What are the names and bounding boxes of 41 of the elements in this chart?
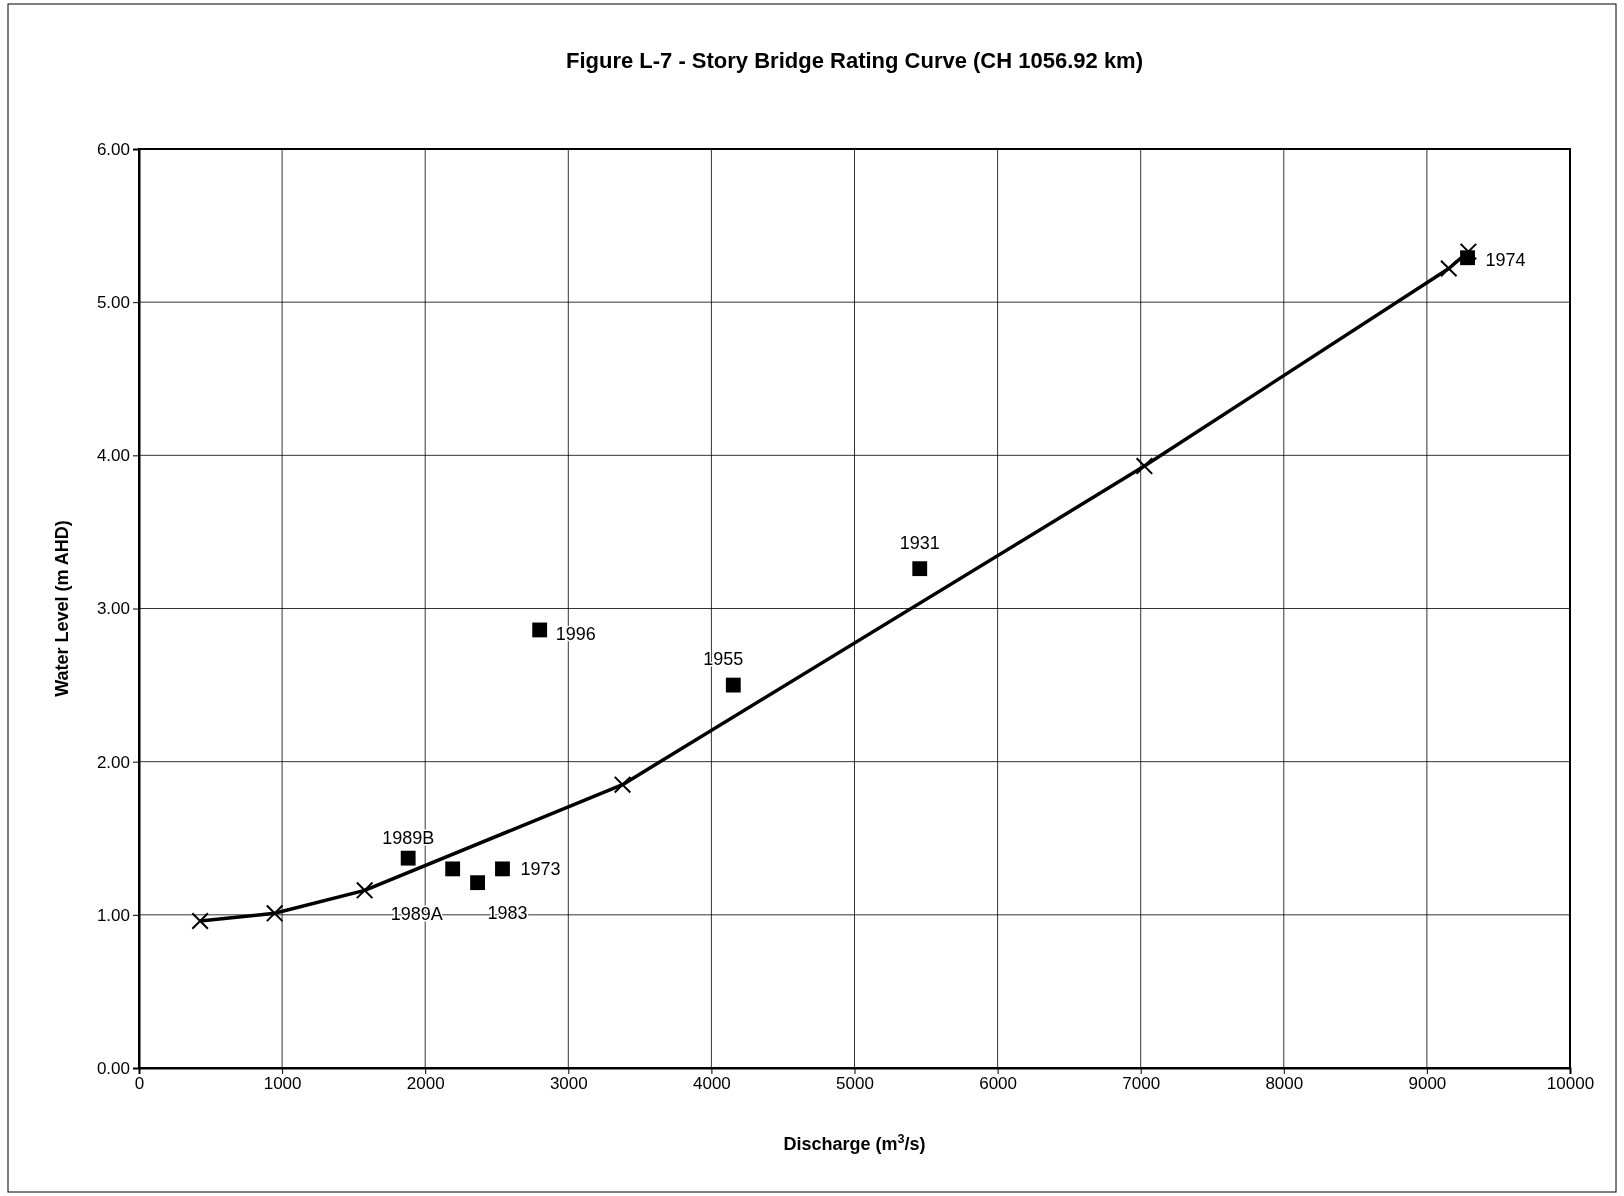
point [1135, 457, 1154, 475]
point [400, 850, 416, 866]
point [912, 561, 928, 577]
point [532, 622, 548, 638]
y-tick-label: 6.00 [96, 139, 130, 159]
x-tick-label: 8000 [1265, 1074, 1304, 1094]
x-tick-label: 9000 [1408, 1074, 1447, 1094]
y-tick-label: 1.00 [96, 905, 130, 925]
point [1440, 259, 1458, 278]
point [470, 875, 485, 891]
y-tick-label: 0.00 [96, 1058, 130, 1078]
point [355, 881, 374, 900]
x-tick-label: 6000 [979, 1074, 1018, 1094]
annotation: 1931 [899, 532, 940, 553]
point [265, 904, 284, 923]
point [445, 861, 461, 877]
y-tick-label: 2.00 [96, 752, 130, 772]
x-tick-label: 2000 [406, 1074, 445, 1094]
y-tick-label: 3.00 [96, 599, 130, 619]
annotation: 1974 [1485, 250, 1526, 271]
x-tick-label: 5000 [836, 1074, 874, 1094]
y-axis-title: Water Level (m AHD) [52, 520, 72, 697]
x-tick-label: 0 [134, 1074, 145, 1094]
x-axis-title: Discharge (m$^{3}$/s) [783, 1132, 926, 1154]
point [495, 861, 510, 877]
x-tick-label: 1000 [263, 1074, 302, 1094]
y-tick-label: 5.00 [96, 293, 130, 313]
x-tick-label: 4000 [692, 1074, 731, 1094]
annotation: 1989A [390, 904, 443, 925]
chart-title: Figure L-7 - Story Bridge Rating Curve (CH 1056.92 km) [565, 48, 1144, 73]
y-tick-label: 4.00 [96, 446, 130, 466]
point [191, 912, 209, 930]
x-tick-label: 7000 [1122, 1074, 1161, 1094]
x-tick-label: 10000 [1546, 1074, 1595, 1094]
point [1459, 242, 1478, 261]
annotation: 1989B [382, 828, 435, 849]
point [725, 677, 741, 693]
x-tick-label: 3000 [549, 1074, 588, 1094]
annotation: 1983 [487, 902, 528, 923]
annotation: 1973 [520, 859, 561, 880]
point [613, 775, 632, 794]
